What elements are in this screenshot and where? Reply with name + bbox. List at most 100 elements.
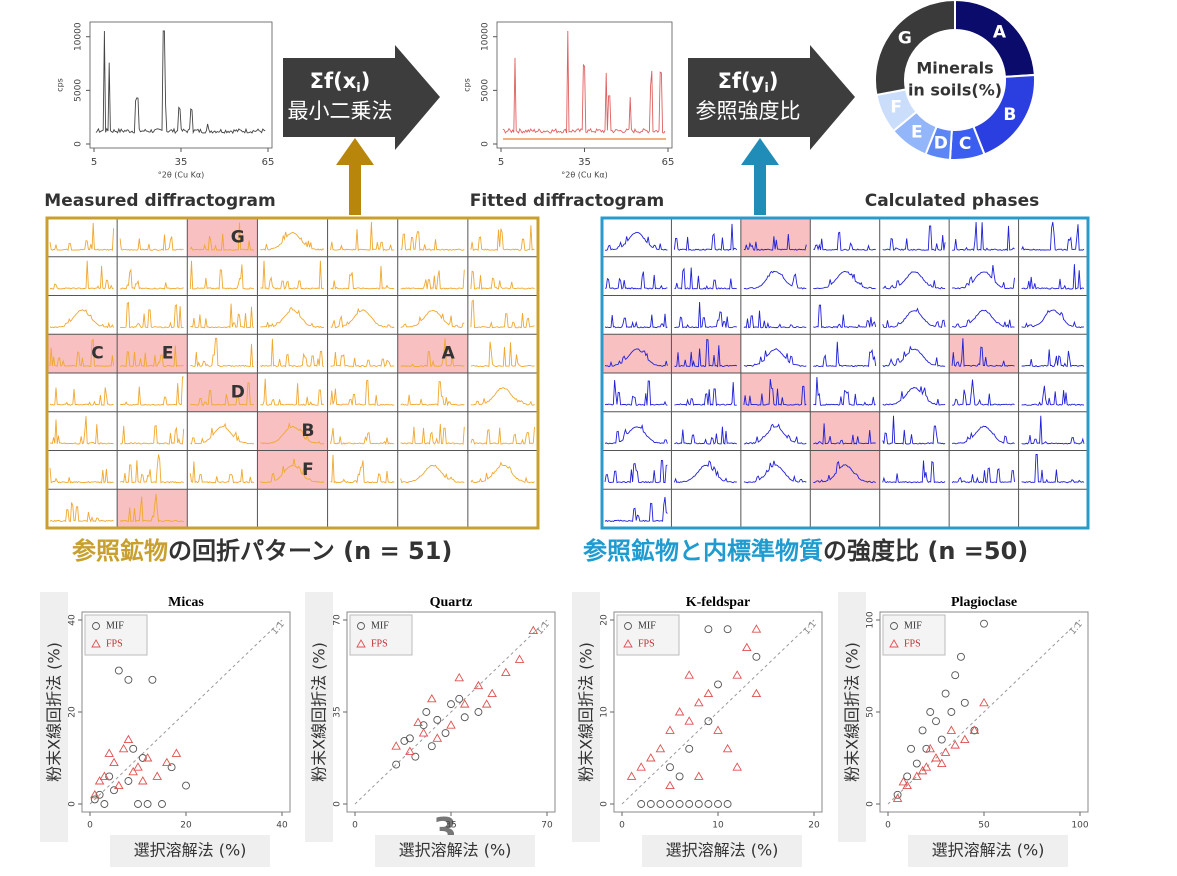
x-axis-label: °2θ (Cu Kα) [158, 171, 205, 180]
trace [813, 232, 875, 250]
highlight-cell [602, 334, 671, 373]
caption-highlight: 参照鉱物 [72, 537, 168, 565]
trace [190, 304, 254, 328]
x-tick-label: 100 [1071, 821, 1088, 831]
trace [883, 309, 945, 328]
x-tick-label: 10 [712, 821, 724, 831]
y-axis-label: 粉末X線回折法 (%) [45, 642, 64, 782]
x-axis-label: 選択溶解法 (%) [399, 841, 512, 860]
trace [674, 268, 736, 290]
process-arrow [283, 45, 440, 150]
x-axis-label: °2θ (Cu Kα) [561, 171, 608, 180]
legend-label: MIF [106, 620, 124, 631]
trace [471, 463, 535, 483]
trace [471, 427, 535, 444]
y-tick-label: 100 [866, 611, 876, 628]
trace [120, 455, 184, 483]
x-tick-label: 40 [276, 821, 288, 831]
trace [50, 468, 114, 483]
trace [883, 461, 945, 483]
trace [883, 386, 945, 405]
donut-center-label: Minerals [916, 59, 993, 78]
trace [471, 342, 535, 367]
y-tick-label: 5000 [74, 79, 84, 102]
trace [674, 224, 736, 250]
trace [744, 424, 806, 444]
x-tick-label: 5 [91, 157, 97, 168]
panel-title: Plagioclase [951, 595, 1017, 610]
trace [260, 339, 324, 367]
trace [190, 424, 254, 444]
formula: Σf(x [310, 69, 357, 93]
y-axis-label: cps [463, 78, 472, 92]
trace [471, 388, 535, 406]
trace [813, 377, 875, 405]
highlight-cell [117, 334, 187, 373]
trace [260, 379, 324, 406]
highlight-cell [257, 412, 327, 451]
trace [674, 461, 736, 483]
up-arrow [336, 138, 374, 215]
trace [503, 31, 665, 133]
highlight-cell [257, 451, 327, 490]
x-tick-label: 65 [262, 157, 275, 168]
trace [952, 380, 1014, 406]
x-tick-label: 70 [541, 821, 553, 831]
cell-label: F [302, 460, 314, 480]
x-axis-label: 選択溶解法 (%) [666, 841, 779, 860]
trace [1022, 349, 1084, 366]
legend-label: MIF [904, 620, 922, 631]
x-tick-label: 0 [619, 821, 625, 831]
trace [331, 428, 395, 444]
trace [50, 310, 114, 328]
legend-label: MIF [638, 620, 656, 631]
trace [120, 426, 184, 444]
trace [190, 261, 254, 289]
grid-caption: 参照鉱物の回折パターン (n = 51) [72, 537, 452, 565]
caption: Calculated phases [865, 191, 1040, 211]
trace [401, 382, 465, 406]
segment-label: G [898, 29, 912, 49]
trace [260, 232, 324, 250]
x-tick-label: 20 [808, 821, 820, 831]
cell-label: C [91, 344, 103, 364]
trace [50, 387, 114, 405]
trace [674, 302, 736, 328]
trace [605, 497, 667, 522]
x-tick-label: 0 [87, 821, 93, 831]
y-axis-label: 粉末X線回折法 (%) [843, 642, 862, 782]
trace [1022, 455, 1084, 483]
trace [331, 455, 395, 483]
highlight-cell [741, 373, 810, 412]
y-tick-label: 0 [481, 141, 491, 147]
trace [260, 261, 324, 289]
y-tick-label: 10000 [74, 22, 84, 51]
y-tick-label: 50 [866, 706, 876, 718]
arrow-method: 参照強度比 [696, 99, 801, 123]
segment-label: C [959, 134, 971, 154]
trace [605, 426, 667, 444]
cell-label: B [301, 421, 314, 441]
y-tick-label: 0 [74, 141, 84, 147]
trace [952, 265, 1014, 289]
arrow-formula: Σf(yi) [718, 69, 779, 96]
x-tick-label: 50 [978, 821, 990, 831]
highlight-cell [810, 451, 879, 490]
highlight-cell [117, 489, 187, 528]
trace [605, 380, 667, 405]
donut-center-label: in soils(%) [908, 81, 1002, 100]
arrow-method: 最小二乗法 [288, 99, 393, 123]
trace [744, 271, 806, 289]
trace [744, 349, 806, 367]
y-axis-label: cps [56, 78, 65, 92]
highlight-cell [398, 334, 468, 373]
trace [50, 223, 114, 250]
highlight-cell [949, 334, 1018, 373]
trace [331, 222, 395, 250]
trace [50, 416, 114, 444]
formula: ) [361, 69, 371, 93]
trace [120, 235, 184, 251]
x-tick-label: 35 [175, 157, 188, 168]
trace [813, 271, 875, 288]
trace [331, 380, 395, 405]
